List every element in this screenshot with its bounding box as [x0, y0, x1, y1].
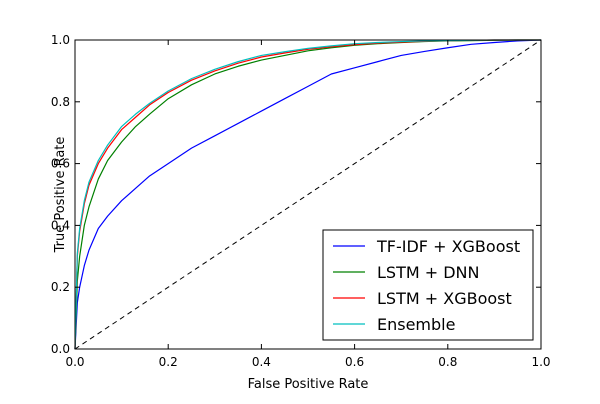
legend-label: Ensemble [377, 315, 455, 334]
series-line-3 [74, 39, 541, 350]
legend-box [322, 229, 534, 341]
x-tick-label: 0.2 [159, 355, 178, 369]
x-tick-label: 0.0 [65, 355, 84, 369]
reference-diagonal-line [74, 39, 542, 350]
x-tick-label: 0.4 [252, 355, 271, 369]
x-tick-label: 0.6 [345, 355, 364, 369]
x-tick-label: 0.8 [438, 355, 457, 369]
x-axis-label: False Positive Rate [248, 377, 369, 392]
y-axis-label: True Positive Rate [53, 137, 68, 254]
series-line-0 [74, 39, 542, 350]
plot-lines [74, 39, 542, 350]
x-tick-label: 1.0 [531, 355, 550, 369]
legend: TF-IDF + XGBoost LSTM + DNN LSTM + XGBoost… [322, 229, 534, 341]
y-tick-label: 0.0 [51, 342, 70, 356]
y-tick-label: 0.2 [51, 280, 70, 294]
y-tick-label: 1.0 [51, 33, 70, 47]
y-tick-label: 0.6 [51, 157, 70, 171]
plot-frame [74, 39, 542, 350]
legend-label: TF-IDF + XGBoost [376, 237, 520, 256]
y-tick-label: 0.8 [51, 95, 70, 109]
y-tick-label: 0.4 [51, 218, 70, 232]
legend-label: LSTM + DNN [377, 263, 479, 282]
legend-label: LSTM + XGBoost [377, 289, 512, 308]
axis-ticks: 0.0 0.2 0.4 0.6 0.8 1.0 0.0 0.2 0.4 0.6 0.8 1.0 [51, 33, 551, 369]
